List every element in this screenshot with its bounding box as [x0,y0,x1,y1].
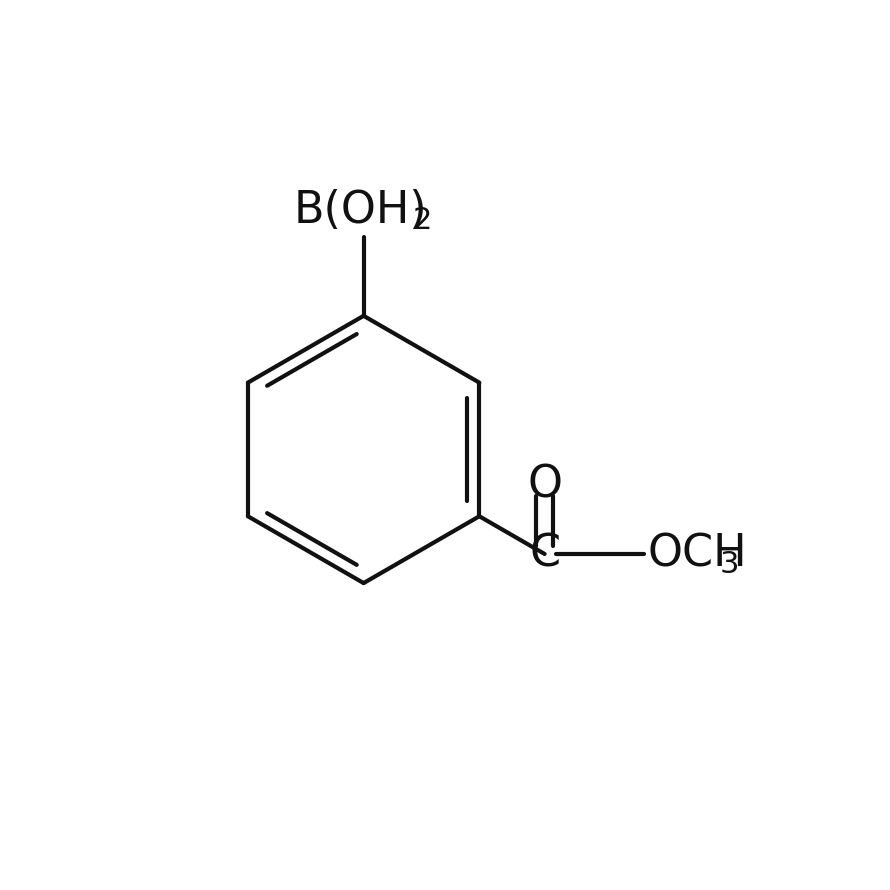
Text: O: O [527,464,562,507]
Text: 2: 2 [413,206,433,235]
Text: B(OH): B(OH) [294,189,427,231]
Text: OCH: OCH [647,532,747,576]
Text: 3: 3 [720,550,740,578]
Text: C: C [529,532,560,576]
